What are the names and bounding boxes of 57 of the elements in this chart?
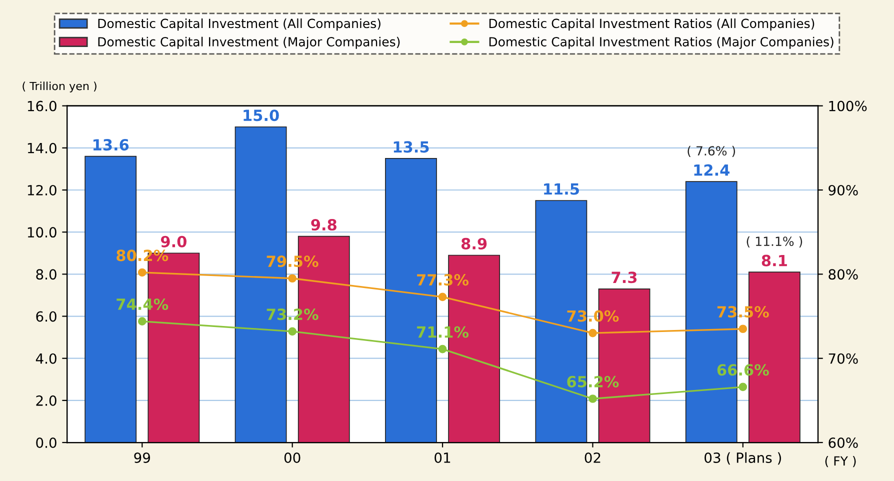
legend-label: Domestic Capital Investment Ratios (All Companies): [489, 18, 814, 31]
x-axis-title: ( FY ): [825, 456, 856, 468]
point: [588, 394, 597, 403]
data-label: 79.5%: [266, 256, 318, 268]
data-label: 8.9: [461, 238, 487, 250]
y-tick-label: 10.0: [28, 227, 56, 238]
y-tick-label: 4.0: [36, 353, 56, 364]
y2-tick-label: 70%: [828, 353, 858, 364]
point: [738, 382, 748, 392]
data-label: 13.6: [93, 139, 129, 151]
x-tick-label: 03 ( Plans ): [704, 452, 781, 465]
data-label: 74.4%: [116, 298, 168, 310]
data-label: 73.0%: [567, 310, 619, 322]
point: [588, 328, 597, 338]
y-tick-label: 6.0: [36, 311, 56, 322]
data-label: 15.0: [244, 110, 279, 122]
point: [138, 268, 146, 277]
x-tick-label: 02: [584, 452, 600, 463]
point: [438, 344, 447, 354]
y-tick-label: 16.0: [28, 100, 56, 112]
data-label: 11.5: [544, 183, 579, 195]
data-label: 13.5: [394, 141, 429, 153]
y-axis-title: ( Trillion yen ): [22, 82, 96, 92]
data-label: 12.4: [694, 164, 730, 176]
y-tick-label: 2.0: [36, 395, 56, 406]
x-tick-label: 01: [434, 452, 450, 463]
point: [438, 292, 447, 302]
y-tick-label: 12.0: [28, 184, 56, 196]
y-tick-label: 0.0: [36, 437, 56, 448]
point: [288, 327, 297, 336]
data-label: 77.3%: [417, 274, 469, 286]
data-label: 7.3: [612, 272, 637, 284]
y2-tick-label: 100%: [829, 100, 867, 112]
point: [738, 324, 748, 334]
y-tick-label: 8.0: [36, 269, 56, 280]
data-label: 80.2%: [116, 250, 168, 262]
point: [138, 317, 146, 326]
y-tick-label: 14.0: [28, 142, 56, 154]
y2-tick-label: 60%: [828, 437, 858, 448]
y2-tick-label: 80%: [828, 269, 858, 280]
y2-tick-label: 90%: [828, 184, 858, 196]
annotation: ( 11.1% ): [746, 236, 802, 248]
data-label: 73.5%: [717, 306, 769, 318]
legend-label: Domestic Capital Investment (All Companies): [98, 18, 380, 31]
data-label: 9.0: [160, 236, 186, 248]
legend-label: Domestic Capital Investment Ratios (Major Companies): [489, 36, 834, 49]
annotation: ( 7.6% ): [688, 146, 736, 158]
data-label: 9.8: [311, 218, 336, 231]
data-label: 71.1%: [417, 326, 469, 338]
legend-label: Domestic Capital Investment (Major Companies): [98, 36, 400, 49]
data-label: 65.2%: [567, 376, 619, 388]
data-label: 73.2%: [266, 308, 318, 320]
x-tick-label: 00: [284, 452, 300, 463]
data-label: 8.1: [762, 254, 787, 266]
data-label: 66.6%: [717, 364, 769, 376]
point: [288, 274, 297, 283]
x-tick-label: 99: [134, 452, 150, 463]
